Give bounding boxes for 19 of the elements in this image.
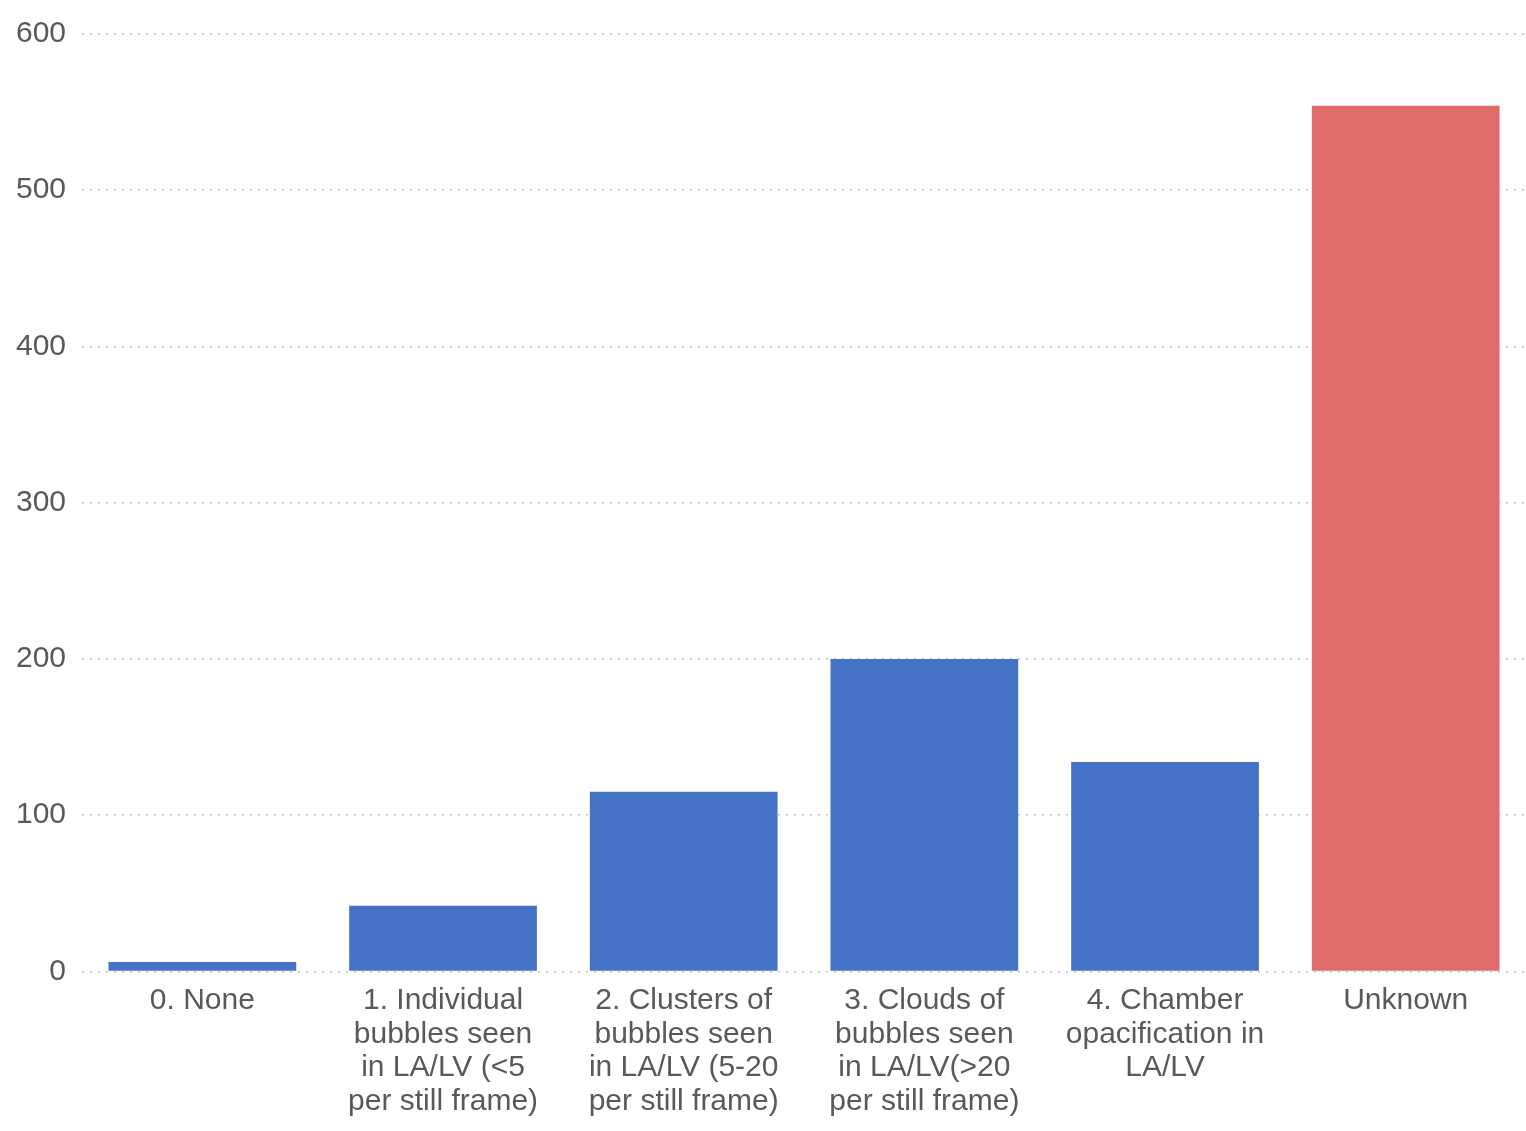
y-tick-label: 400	[15, 327, 67, 361]
bar	[589, 791, 778, 971]
x-tick-label: 4. Chamber opacification in LA/LV	[1065, 981, 1265, 1083]
x-tick-label: 2. Clusters of bubbles seen in LA/LV (5-20 per still frame)	[588, 981, 779, 1117]
bar	[830, 658, 1019, 971]
x-tick-label: 1. Individual bubbles seen in LA/LV (<5 per still frame)	[348, 981, 539, 1117]
bar	[108, 962, 297, 971]
y-tick-label: 0	[49, 952, 67, 986]
y-tick-label: 100	[15, 796, 67, 830]
bar	[1311, 105, 1500, 971]
bar	[1071, 762, 1259, 971]
y-tick-label: 300	[15, 483, 67, 517]
y-tick-label: 500	[15, 171, 67, 205]
x-tick-label: 3. Clouds of bubbles seen in LA/LV(>20 per still frame)	[829, 981, 1020, 1117]
y-tick-label: 600	[15, 15, 67, 49]
bar	[349, 905, 537, 971]
x-tick-label: 0. None	[149, 981, 255, 1015]
x-tick-label: Unknown	[1343, 981, 1469, 1015]
y-tick-label: 200	[15, 640, 67, 674]
